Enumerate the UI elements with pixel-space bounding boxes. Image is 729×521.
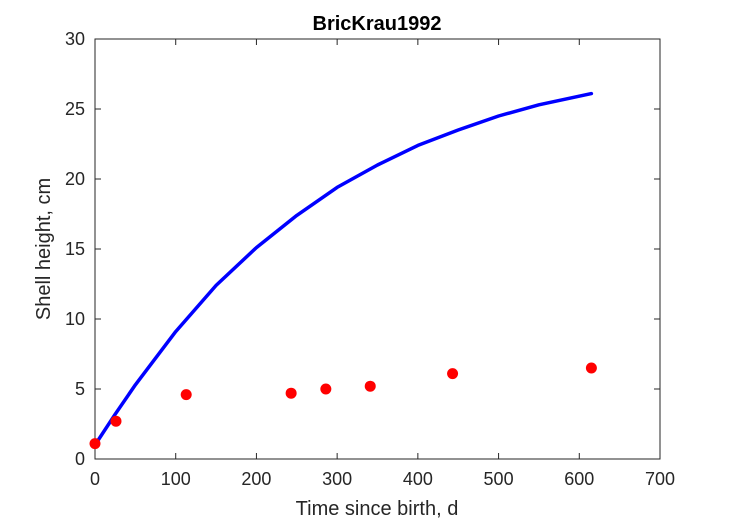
y-tick-label: 30 [65, 29, 85, 49]
y-tick-label: 5 [75, 379, 85, 399]
y-axis-ticks: 0 5 10 15 20 25 30 [65, 29, 660, 469]
data-point [110, 415, 122, 427]
x-axis-label: Time since birth, d [296, 498, 459, 520]
data-point [320, 383, 332, 395]
y-tick-label: 25 [65, 99, 85, 119]
x-axis-ticks: 0 100 200 300 400 500 600 700 [90, 39, 675, 489]
chart-title: BricKrau1992 [313, 13, 442, 35]
data-point [364, 380, 376, 392]
x-tick-label: 600 [564, 469, 594, 489]
y-tick-label: 20 [65, 169, 85, 189]
data-point [585, 362, 597, 374]
x-tick-label: 0 [90, 469, 100, 489]
data-point [180, 389, 192, 401]
x-tick-label: 500 [484, 469, 514, 489]
data-point [89, 438, 101, 450]
y-tick-label: 10 [65, 309, 85, 329]
plot-area [94, 38, 661, 460]
x-tick-label: 100 [161, 469, 191, 489]
x-tick-label: 400 [403, 469, 433, 489]
x-tick-label: 300 [322, 469, 352, 489]
series-layer [89, 91, 597, 450]
x-tick-label: 200 [241, 469, 271, 489]
data-point [285, 387, 297, 399]
fitted-curve-line [93, 91, 594, 447]
y-axis-label: Shell height, cm [33, 178, 55, 320]
x-tick-label: 700 [645, 469, 675, 489]
y-tick-label: 15 [65, 239, 85, 259]
data-point [447, 368, 459, 380]
y-tick-label: 0 [75, 449, 85, 469]
